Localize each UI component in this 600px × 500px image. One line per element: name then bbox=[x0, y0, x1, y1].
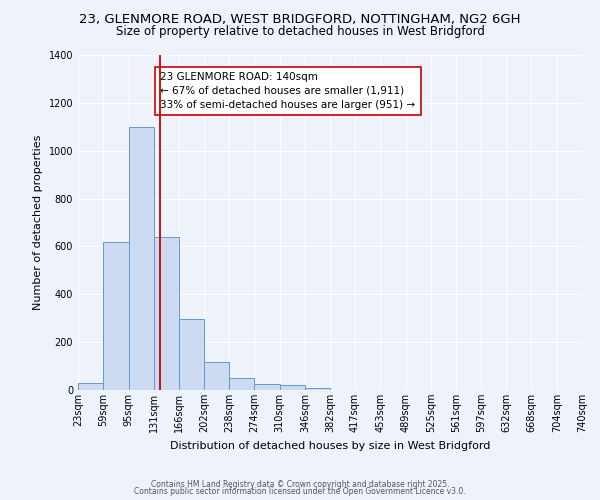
Bar bbox=[229, 378, 254, 390]
Bar bbox=[78, 383, 103, 390]
Text: Contains public sector information licensed under the Open Government Licence v3: Contains public sector information licen… bbox=[134, 488, 466, 496]
Bar bbox=[128, 127, 154, 390]
Bar bbox=[103, 242, 128, 390]
Text: 23 GLENMORE ROAD: 140sqm
← 67% of detached houses are smaller (1,911)
33% of sem: 23 GLENMORE ROAD: 140sqm ← 67% of detach… bbox=[160, 72, 415, 110]
Bar bbox=[154, 237, 179, 390]
Bar bbox=[179, 320, 204, 390]
Bar bbox=[204, 362, 229, 390]
Text: 23, GLENMORE ROAD, WEST BRIDGFORD, NOTTINGHAM, NG2 6GH: 23, GLENMORE ROAD, WEST BRIDGFORD, NOTTI… bbox=[79, 12, 521, 26]
Text: Size of property relative to detached houses in West Bridgford: Size of property relative to detached ho… bbox=[116, 25, 484, 38]
Text: Contains HM Land Registry data © Crown copyright and database right 2025.: Contains HM Land Registry data © Crown c… bbox=[151, 480, 449, 489]
Y-axis label: Number of detached properties: Number of detached properties bbox=[33, 135, 43, 310]
Bar bbox=[254, 384, 280, 390]
Bar bbox=[305, 388, 331, 390]
Bar bbox=[280, 385, 305, 390]
X-axis label: Distribution of detached houses by size in West Bridgford: Distribution of detached houses by size … bbox=[170, 440, 490, 450]
